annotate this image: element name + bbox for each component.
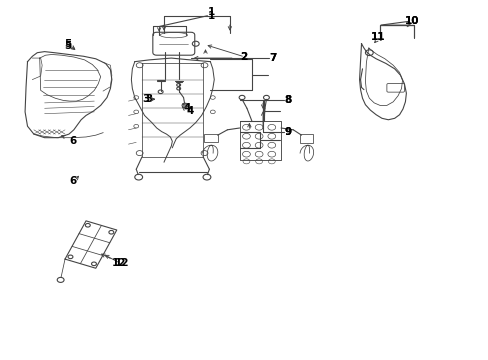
- Text: 9: 9: [284, 127, 291, 136]
- Text: 11: 11: [369, 32, 384, 42]
- Text: 12: 12: [114, 258, 129, 268]
- Text: 8: 8: [284, 95, 291, 105]
- Text: 1: 1: [207, 11, 215, 21]
- Text: 4: 4: [183, 103, 190, 113]
- Text: 8: 8: [284, 95, 291, 105]
- Text: 9: 9: [284, 127, 291, 136]
- Text: 2: 2: [240, 52, 246, 62]
- Text: 6: 6: [69, 176, 76, 186]
- Text: 7: 7: [268, 53, 276, 63]
- Text: 10: 10: [404, 17, 418, 27]
- Text: 10: 10: [404, 17, 418, 27]
- Text: 6: 6: [69, 136, 76, 146]
- Text: 11: 11: [369, 32, 384, 41]
- Text: 1: 1: [207, 7, 215, 17]
- Text: 3: 3: [145, 94, 152, 104]
- Text: 3: 3: [142, 94, 149, 104]
- Text: 5: 5: [64, 41, 71, 50]
- Text: 5: 5: [64, 40, 71, 49]
- Text: 4: 4: [186, 106, 193, 116]
- Text: 12: 12: [111, 258, 126, 268]
- Text: 7: 7: [268, 53, 276, 63]
- Text: 2: 2: [240, 52, 246, 62]
